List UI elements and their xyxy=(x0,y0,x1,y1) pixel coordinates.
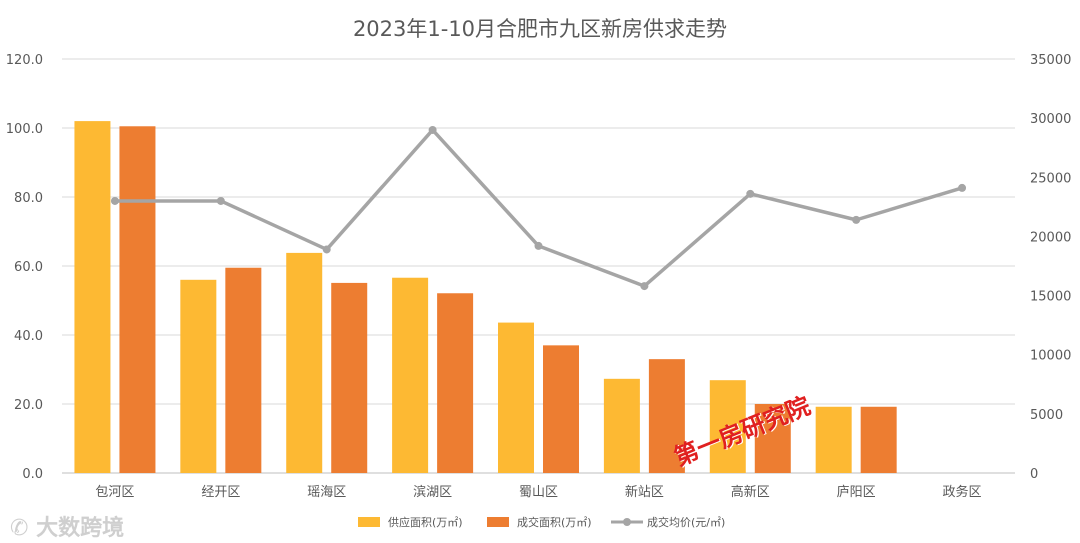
category-label: 高新区 xyxy=(731,484,770,500)
line-point xyxy=(534,241,543,250)
category-label: 经开区 xyxy=(201,485,240,500)
series-line xyxy=(114,128,963,288)
line-point xyxy=(216,196,225,205)
bar xyxy=(225,267,262,473)
bar xyxy=(286,252,323,473)
bar-series xyxy=(74,121,897,474)
left-tick-label: 80.0 xyxy=(14,191,43,206)
left-tick-label: 120.0 xyxy=(6,53,43,68)
bar xyxy=(603,378,640,473)
brand-watermark: ✆ 大数跨境 xyxy=(10,510,124,542)
legend-label: 成交面积(万㎡) xyxy=(517,515,592,529)
legend-swatch xyxy=(358,517,380,527)
line-series xyxy=(110,125,967,291)
line-point xyxy=(852,215,861,224)
bar xyxy=(437,293,474,473)
right-axis: 0 5000 10000 15000 20000 25000 30000 35000 xyxy=(1030,53,1071,482)
category-label: 蜀山区 xyxy=(519,485,558,500)
brand-watermark-text: 大数跨境 xyxy=(36,516,125,541)
category-label: 政务区 xyxy=(943,484,982,500)
legend-label: 供应面积(万㎡) xyxy=(388,515,463,529)
bar xyxy=(754,404,791,473)
right-tick-label: 10000 xyxy=(1030,349,1071,364)
category-label: 滨湖区 xyxy=(413,484,452,500)
legend: 供应面积(万㎡) 成交面积(万㎡) 成交均价(元/㎡) xyxy=(358,515,725,529)
bar xyxy=(543,345,579,473)
right-tick-label: 25000 xyxy=(1030,171,1071,186)
brand-watermark-icon: ✆ xyxy=(10,516,37,541)
left-tick-label: 20.0 xyxy=(14,398,43,413)
left-tick-label: 60.0 xyxy=(14,260,43,275)
bar xyxy=(860,406,897,473)
legend-swatch xyxy=(487,517,509,527)
right-tick-label: 5000 xyxy=(1030,408,1063,423)
category-label: 瑶海区 xyxy=(307,485,346,500)
bar xyxy=(119,126,156,474)
category-label: 包河区 xyxy=(95,485,134,500)
left-tick-label: 40.0 xyxy=(14,329,43,344)
right-tick-label: 30000 xyxy=(1030,112,1071,127)
category-axis: 包河区 经开区 瑶海区 滨湖区 蜀山区 新站区 高新区 庐阳区 政务区 xyxy=(95,484,981,500)
bar xyxy=(815,406,852,473)
line-point xyxy=(322,245,331,254)
category-label: 庐阳区 xyxy=(837,485,876,500)
right-tick-label: 15000 xyxy=(1030,290,1071,305)
line-point xyxy=(428,125,437,134)
bar xyxy=(180,279,217,473)
legend-swatch-marker xyxy=(623,518,631,526)
right-tick-label: 20000 xyxy=(1030,230,1071,245)
line-point xyxy=(640,282,649,291)
left-axis: 0.0 20.0 40.0 60.0 80.0 100.0 120.0 xyxy=(6,53,43,482)
line-point xyxy=(958,183,967,192)
category-label: 新站区 xyxy=(625,484,664,500)
bar xyxy=(648,359,685,473)
bar xyxy=(392,277,429,473)
bar xyxy=(74,121,111,473)
right-tick-label: 35000 xyxy=(1030,53,1071,68)
left-tick-label: 0.0 xyxy=(22,467,43,482)
bar xyxy=(331,282,368,473)
line-point xyxy=(110,196,119,205)
line-point xyxy=(746,189,755,198)
right-tick-label: 0 xyxy=(1030,467,1038,482)
left-tick-label: 100.0 xyxy=(6,122,43,137)
legend-label: 成交均价(元/㎡) xyxy=(647,515,725,529)
bar xyxy=(498,322,534,473)
chart-title: 2023年1-10月合肥市九区新房供求走势 xyxy=(353,17,727,41)
bar xyxy=(709,380,746,473)
